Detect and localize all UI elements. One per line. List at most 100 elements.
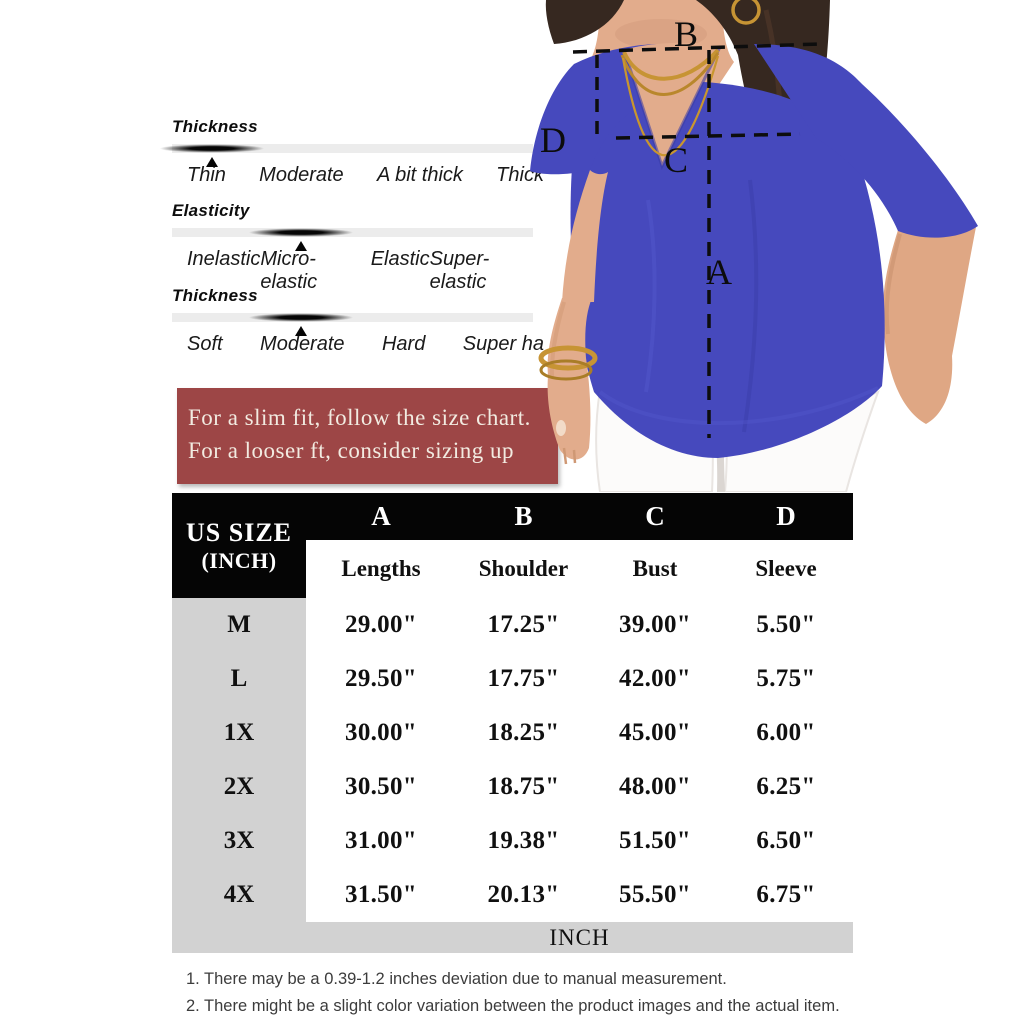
earring-icon — [731, 0, 761, 25]
forearm-shade — [549, 301, 566, 379]
blouse-wrinkle-2 — [742, 179, 759, 433]
table-cell: 30.00" — [306, 706, 456, 760]
table-cell: 6.75" — [719, 868, 853, 922]
unit-label: INCH — [549, 924, 610, 950]
scale-option: Inelastic — [187, 248, 261, 270]
column-letter-a: A — [306, 493, 456, 540]
table-cell: 5.75" — [719, 652, 853, 706]
model-hand-overlay — [538, 298, 598, 465]
corner-title: US SIZE — [186, 517, 292, 547]
neck-shadow — [615, 19, 707, 49]
fit-note-line-2: For a looser ft, consider sizing up — [188, 438, 515, 463]
right-arm — [882, 227, 976, 424]
scale-title: Thickness — [172, 117, 258, 136]
table-cell: 6.25" — [719, 760, 853, 814]
scale-title: Elasticity — [172, 201, 250, 220]
table-cell: 30.50" — [306, 760, 456, 814]
triangle-marker-icon — [294, 241, 307, 251]
fingernail — [556, 420, 566, 436]
necklace-chain-1 — [622, 48, 720, 81]
scale-elasticity: Elasticity Inelastic Micro-elastic Elast… — [172, 201, 548, 294]
footnotes: 1. There may be a 0.39-1.2 inches deviat… — [186, 966, 840, 1020]
bracelet-icon — [539, 359, 593, 381]
triangle-marker-icon — [206, 157, 219, 167]
model-photo: B D C A — [530, 0, 978, 492]
blouse-right-sleeve — [754, 44, 978, 238]
v-neck-edge — [622, 46, 722, 170]
scale-title: Thickness — [172, 286, 258, 305]
table-cell: 20.13" — [456, 868, 591, 922]
table-cell: 55.50" — [591, 868, 719, 922]
table-cell: 29.50" — [306, 652, 456, 706]
scale-option: Moderate — [260, 333, 345, 355]
column-letter-b: B — [456, 493, 591, 540]
table-cell: 6.00" — [719, 706, 853, 760]
scale-option: Soft — [187, 333, 223, 355]
fit-note-line-1: For a slim fit, follow the size chart. — [188, 405, 531, 430]
scale-labels: Thin Moderate A bit thick Thick — [172, 164, 548, 187]
table-cell: 6.50" — [719, 814, 853, 868]
unit-bar-left — [172, 922, 306, 953]
blouse-body — [570, 81, 885, 458]
table-cell: 45.00" — [591, 706, 719, 760]
column-name-sleeve: Sleeve — [719, 540, 853, 598]
scale-option: Micro-elastic — [260, 248, 318, 293]
size-label: L — [172, 652, 306, 706]
table-corner-header: US SIZE (INCH) — [172, 493, 306, 598]
table-cell: 5.50" — [719, 598, 853, 652]
corner-unit: (INCH) — [201, 547, 277, 573]
hair-left — [545, 0, 624, 44]
table-cell: 19.38" — [456, 814, 591, 868]
scale-option: A bit thick — [376, 164, 463, 186]
column-letter-c: C — [591, 493, 719, 540]
blouse-hem-highlight — [598, 386, 879, 425]
table-cell: 17.25" — [456, 598, 591, 652]
table-cell: 42.00" — [591, 652, 719, 706]
scale-labels: Inelastic Micro-elastic Elastic Super-el… — [172, 248, 548, 294]
measure-label-c: C — [664, 140, 688, 180]
necklace-chain-2 — [620, 52, 720, 96]
column-name-shoulder: Shoulder — [456, 540, 591, 598]
table-cell: 31.50" — [306, 868, 456, 922]
triangle-marker-icon — [294, 326, 307, 336]
scale-bar — [172, 313, 533, 336]
size-label: 2X — [172, 760, 306, 814]
size-chart-table: US SIZE (INCH) A B C D Lengths Shoulder … — [172, 493, 853, 953]
scale-selection-blob — [234, 228, 367, 237]
measure-label-a: A — [706, 252, 732, 292]
finger-line-1 — [562, 447, 568, 465]
scale-thickness-2: Thickness Soft Moderate Hard Super ha — [172, 286, 548, 356]
fit-note: For a slim fit, follow the size chart. F… — [177, 388, 558, 484]
v-neck-skin — [624, 42, 720, 166]
scale-option: Super-elastic — [429, 248, 490, 293]
table-cell: 18.25" — [456, 706, 591, 760]
size-label: M — [172, 598, 306, 652]
size-label: 1X — [172, 706, 306, 760]
scale-option: Elastic — [370, 248, 430, 270]
scale-labels: Soft Moderate Hard Super ha — [172, 333, 548, 356]
scale-selection-blob — [146, 144, 279, 153]
finger-line-2 — [572, 449, 577, 464]
measure-line-b — [572, 42, 821, 54]
table-cell: 51.50" — [591, 814, 719, 868]
scale-option: Thin — [187, 164, 226, 186]
measure-label-b: B — [674, 14, 698, 54]
bracelet-icon — [538, 345, 598, 371]
table-cell: 31.00" — [306, 814, 456, 868]
measure-label-d: D — [540, 120, 566, 160]
left-arm-upper — [562, 170, 608, 302]
table-cell: 48.00" — [591, 760, 719, 814]
column-letter-d: D — [719, 493, 853, 540]
table-cell: 29.00" — [306, 598, 456, 652]
necklace-chain-3 — [621, 55, 720, 157]
size-label: 4X — [172, 868, 306, 922]
blouse-wrinkle-1 — [644, 199, 657, 393]
scale-selection-blob — [234, 313, 367, 322]
scale-option: Hard — [381, 333, 426, 355]
footnote-2: 2. There might be a slight color variati… — [186, 997, 840, 1015]
table-cell: 39.00" — [591, 598, 719, 652]
footnote-1: 1. There may be a 0.39-1.2 inches deviat… — [186, 970, 727, 988]
table-cell: 17.75" — [456, 652, 591, 706]
right-arm-shade — [884, 233, 902, 335]
